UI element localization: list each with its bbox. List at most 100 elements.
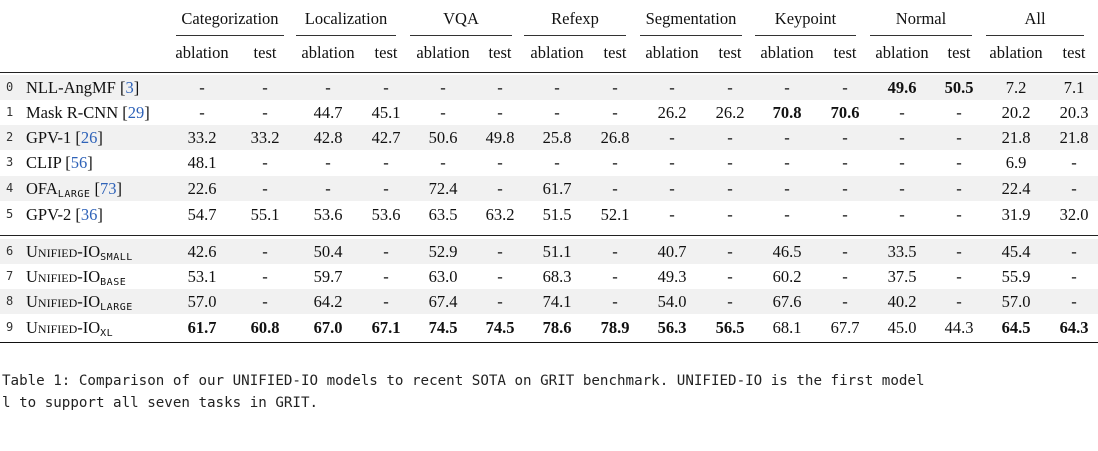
table-cell: 54.7 [187, 205, 217, 224]
table-cell: 68.3 [542, 267, 572, 286]
table-cell: 49.6 [887, 78, 917, 97]
table-cell: - [262, 179, 268, 198]
model-name-text: OFA [26, 179, 58, 198]
table-cell: - [956, 205, 962, 224]
citation-link[interactable]: 56 [70, 153, 88, 172]
table-cell: 53.6 [371, 205, 401, 224]
table-cell: - [262, 103, 268, 122]
table-cell: - [956, 103, 962, 122]
model-name-text: Unified-IO [26, 267, 101, 286]
column-sub-header: ablation [989, 43, 1043, 62]
table-cell: 67.4 [428, 292, 458, 311]
column-sub-header: ablation [175, 43, 229, 62]
column-group-rule [296, 35, 396, 36]
model-name-text: Unified-IO [26, 318, 101, 337]
table-cell: 42.6 [187, 242, 217, 261]
table-cell: 56.3 [657, 318, 687, 337]
table-cell: - [784, 128, 790, 147]
table-cell: 52.1 [600, 205, 630, 224]
table-cell: 42.8 [313, 128, 343, 147]
column-group-header: Normal [895, 9, 947, 28]
table-cell: - [612, 103, 618, 122]
table-row: 7 Unified-IOBASE 53.1 - 59.7 - 63.0 - 68.3 - 49.3 -… [0, 264, 1098, 289]
table-cell: - [383, 292, 389, 311]
model-name-text: CLIP [26, 153, 62, 172]
citation-link[interactable]: 36 [80, 205, 98, 224]
table-cell: 68.1 [772, 318, 802, 337]
table-rule [0, 235, 1098, 236]
citation-link[interactable]: 29 [127, 103, 145, 122]
table-cell: - [669, 128, 675, 147]
table-cell: 67.1 [371, 318, 401, 337]
column-group-header: Localization [304, 9, 388, 28]
model-name-text: GPV-1 [26, 128, 72, 147]
table-cell: - [612, 179, 618, 198]
table-cell: - [899, 205, 905, 224]
table-cell: - [842, 78, 848, 97]
table-cell: 63.5 [428, 205, 458, 224]
table-cell: 50.6 [428, 128, 458, 147]
table-cell: - [383, 242, 389, 261]
row-index: 3 [6, 155, 14, 169]
table-cell: - [784, 78, 790, 97]
table-cell: 49.3 [657, 267, 687, 286]
model-size-subscript: LARGE [57, 189, 91, 200]
column-group-rule [640, 35, 742, 36]
column-group-rule [524, 35, 626, 36]
model-name: Unified-IOBASE [26, 264, 126, 292]
column-group-header: All [1024, 9, 1046, 28]
model-name-text: Unified-IO [26, 242, 101, 261]
column-group-header: Refexp [551, 9, 599, 28]
table-cell: - [784, 205, 790, 224]
table-cell: - [199, 103, 205, 122]
column-group-rule [176, 35, 284, 36]
table-cell: - [727, 292, 733, 311]
table-cell: - [727, 242, 733, 261]
table-cell: - [383, 267, 389, 286]
table-cell: - [727, 78, 733, 97]
table-cell: - [199, 78, 205, 97]
table-cell: - [842, 292, 848, 311]
table-cell: 26.2 [715, 103, 745, 122]
table-cell: - [842, 267, 848, 286]
column-sub-header: test [947, 43, 971, 62]
table-cell: 45.4 [1001, 242, 1031, 261]
model-name-text: NLL-AngMF [26, 78, 116, 97]
table-cell: - [554, 153, 560, 172]
table-cell: 52.9 [428, 242, 458, 261]
model-name: OFALARGE [73] [26, 179, 123, 200]
citation-link[interactable]: 26 [80, 128, 98, 147]
table-cell: 26.8 [600, 128, 630, 147]
column-sub-header: test [488, 43, 512, 62]
table-cell: - [440, 78, 446, 97]
table-cell: 67.6 [772, 292, 802, 311]
table-cell: 61.7 [187, 318, 217, 337]
table-cell: - [612, 153, 618, 172]
table-cell: - [262, 242, 268, 261]
column-sub-header: ablation [530, 43, 584, 62]
table-cell: - [784, 179, 790, 198]
table-cell: - [612, 292, 618, 311]
table-cell: 26.2 [657, 103, 687, 122]
table-cell: - [956, 292, 962, 311]
table-cell: 64.3 [1059, 318, 1089, 337]
column-sub-header: ablation [645, 43, 699, 62]
table-cell: 78.6 [542, 318, 572, 337]
table-cell: - [842, 242, 848, 261]
table-caption: Table 1: Comparison of our UNIFIED-IO mo… [2, 373, 925, 411]
table-cell: 6.9 [1005, 153, 1027, 172]
column-group-header: Keypoint [774, 9, 837, 28]
table-cell: 25.8 [542, 128, 572, 147]
table-cell: 37.5 [887, 267, 917, 286]
citation-link[interactable]: 3 [125, 78, 134, 97]
table-cell: - [842, 205, 848, 224]
table-cell: 70.6 [830, 103, 860, 122]
table-cell: 67.0 [313, 318, 343, 337]
table-cell: - [1071, 153, 1077, 172]
citation-link[interactable]: 73 [100, 179, 117, 198]
column-sub-header: ablation [301, 43, 355, 62]
table-cell: 57.0 [187, 292, 217, 311]
column-group-header: VQA [443, 9, 479, 28]
model-name: Unified-IOSMALL [26, 239, 133, 267]
table-cell: - [956, 267, 962, 286]
